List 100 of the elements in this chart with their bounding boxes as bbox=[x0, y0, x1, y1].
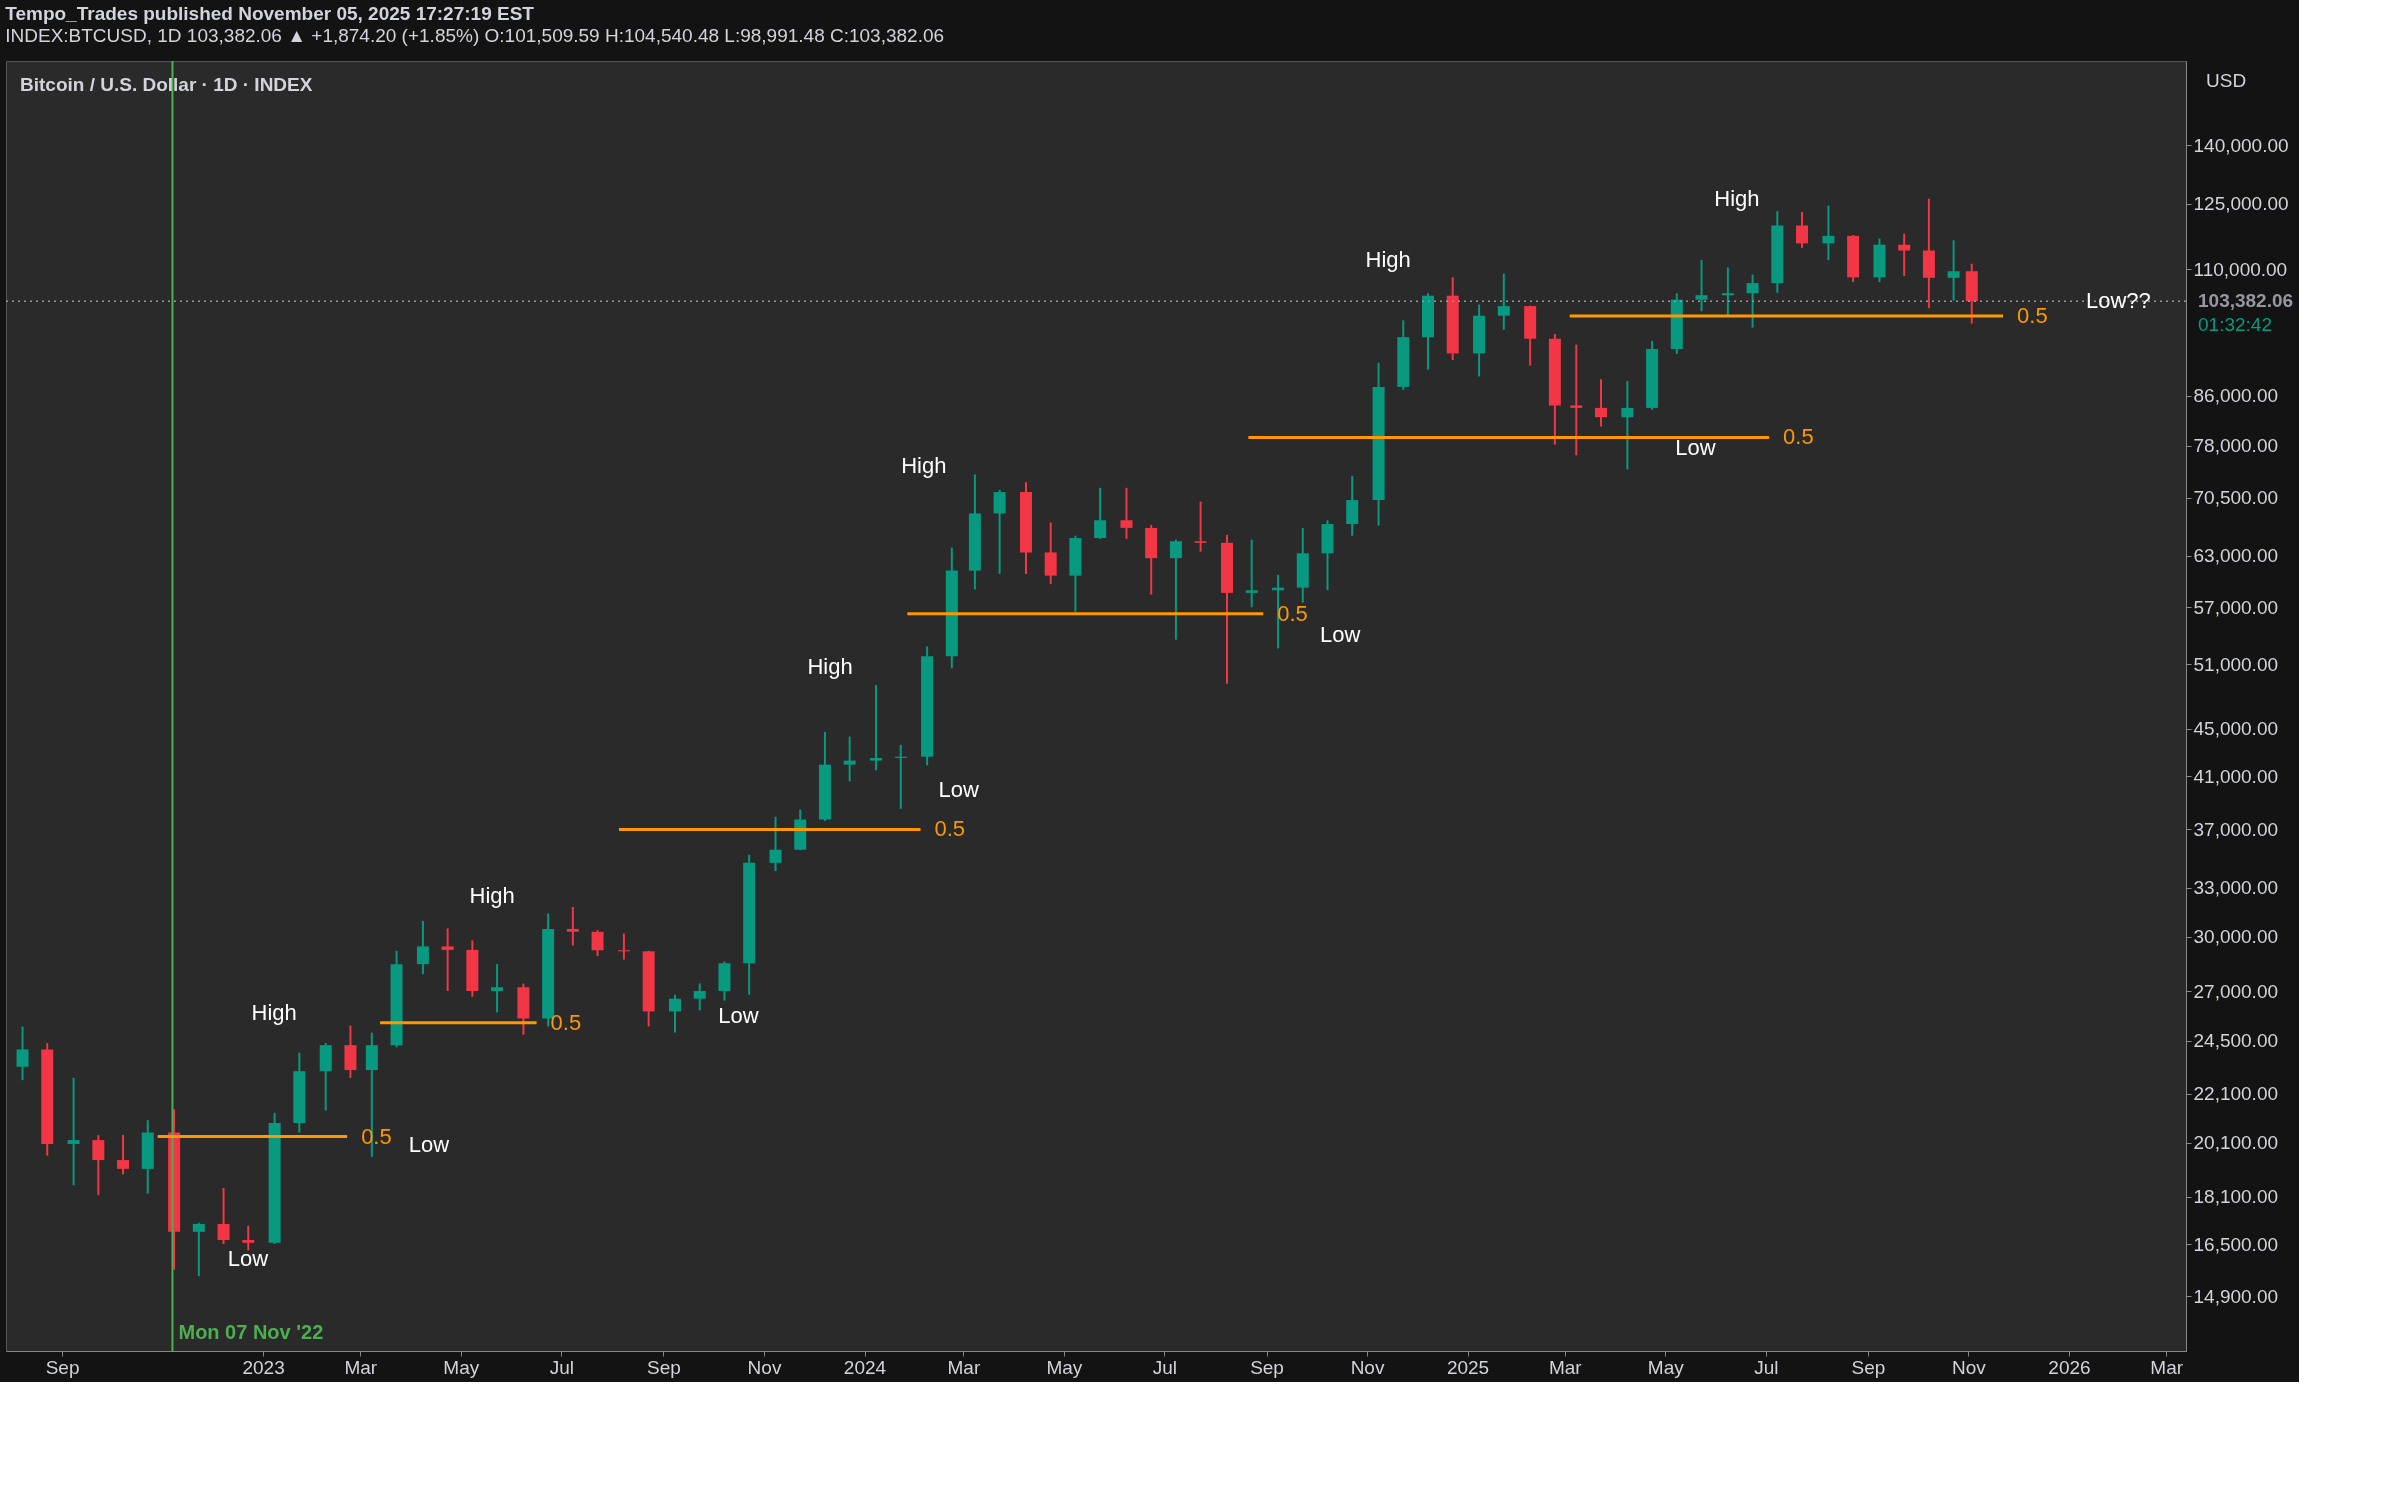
annotation: Low bbox=[718, 1002, 759, 1028]
text: USD bbox=[2206, 70, 2247, 91]
candlestick bbox=[16, 1025, 29, 1082]
candlestick bbox=[1497, 272, 1510, 331]
candlestick bbox=[1120, 486, 1133, 540]
y-tick-label: 78,000.00 bbox=[2193, 435, 2279, 457]
candlestick bbox=[1595, 378, 1608, 428]
candlestick bbox=[1194, 500, 1207, 553]
candlestick bbox=[617, 932, 630, 961]
x-tick-label: Mar bbox=[1548, 1356, 1583, 1378]
annotation: Low bbox=[227, 1246, 269, 1272]
x-tick-label: 2023 bbox=[242, 1356, 285, 1378]
x-tick-label: Mar bbox=[2150, 1356, 2184, 1378]
candlestick bbox=[1346, 474, 1359, 537]
chart-title: Tempo_Trades published November 05, 2025 17:27:19 EST bbox=[5, 3, 535, 24]
series-label: 0.5 bbox=[934, 816, 966, 842]
series-label: 0.5 bbox=[361, 1123, 392, 1149]
x-tick-label: May bbox=[1046, 1356, 1083, 1378]
ref-line-label: Mon 07 Nov '22 bbox=[178, 1321, 324, 1343]
y-tick-label: 22,100.00 bbox=[2193, 1083, 2279, 1105]
y-tick-label: 125,000.00 bbox=[2193, 193, 2289, 215]
y-tick-label: 18,100.00 bbox=[2193, 1186, 2279, 1208]
y-tick-label: 37,000.00 bbox=[2193, 818, 2279, 840]
annotation: High bbox=[807, 654, 853, 680]
candlestick bbox=[441, 927, 454, 993]
text: 01:32:42 bbox=[2198, 314, 2272, 336]
y-tick-label: 14,900.00 bbox=[2193, 1285, 2279, 1307]
candlestick bbox=[1044, 521, 1057, 586]
x-tick-label: Sep bbox=[45, 1356, 80, 1378]
annotation: Low bbox=[1319, 622, 1361, 648]
y-tick-label: 41,000.00 bbox=[2193, 765, 2279, 787]
candlestick bbox=[1695, 259, 1708, 313]
annotation: High bbox=[1365, 246, 1411, 272]
annotation: Low bbox=[1675, 435, 1716, 460]
y-tick-label: 86,000.00 bbox=[2193, 385, 2279, 407]
x-tick-label: Jul bbox=[1152, 1356, 1178, 1378]
x-tick-label: May bbox=[443, 1356, 480, 1378]
candlestick bbox=[566, 905, 579, 947]
x-tick-label: 2026 bbox=[2048, 1356, 2091, 1378]
x-tick-label: 2025 bbox=[1446, 1356, 1490, 1378]
y-tick-label: 30,000.00 bbox=[2193, 926, 2279, 948]
candlestick bbox=[1094, 486, 1107, 540]
chart-subtitle: INDEX:BTCUSD, 1D 103,382.06 ▲ +1,874.20 (+1.85%) O:101,509.59 H:104,540.48 L:98,991.48 C:103,382.06 bbox=[5, 25, 945, 46]
candlestick bbox=[1169, 538, 1182, 641]
x-tick-label: Mar bbox=[947, 1356, 981, 1378]
candlestick bbox=[843, 735, 856, 783]
candlestick bbox=[693, 982, 706, 1012]
candlestick bbox=[1947, 239, 1960, 302]
series-label: 0.5 bbox=[550, 1009, 582, 1035]
candlestick bbox=[67, 1076, 80, 1187]
candlestick bbox=[242, 1224, 255, 1252]
annotation: High bbox=[901, 453, 947, 479]
candlestick bbox=[1245, 538, 1258, 609]
candlestick bbox=[1570, 343, 1583, 457]
candlestick bbox=[416, 919, 429, 976]
candlestick bbox=[669, 993, 682, 1034]
x-tick-label: 2024 bbox=[843, 1356, 887, 1378]
y-tick-label: 110,000.00 bbox=[2193, 258, 2288, 280]
x-tick-label: May bbox=[1647, 1356, 1685, 1378]
x-tick-label: Nov bbox=[1952, 1356, 1987, 1378]
series-label: 0.5 bbox=[2017, 303, 2048, 329]
candlestick bbox=[993, 488, 1006, 575]
candlestick bbox=[1721, 266, 1734, 318]
y-tick-label: 16,500.00 bbox=[2193, 1233, 2279, 1255]
x-tick-label: Nov bbox=[747, 1356, 782, 1378]
x-tick-label: Sep bbox=[1250, 1356, 1284, 1378]
y-tick-label: 24,500.00 bbox=[2193, 1030, 2279, 1052]
y-tick-label: 45,000.00 bbox=[2193, 718, 2279, 740]
x-tick-label: Sep bbox=[647, 1356, 681, 1378]
candlestick bbox=[1621, 380, 1634, 471]
annotation: High bbox=[1714, 186, 1760, 212]
candlestick bbox=[92, 1134, 105, 1197]
y-tick-label: 51,000.00 bbox=[2193, 653, 2279, 675]
y-tick-label: 27,000.00 bbox=[2193, 980, 2279, 1002]
y-tick-label: 63,000.00 bbox=[2193, 545, 2279, 567]
annotation: Low bbox=[938, 776, 979, 802]
candlestick bbox=[769, 815, 782, 873]
y-tick-label: 20,100.00 bbox=[2193, 1132, 2279, 1154]
x-tick-label: Jul bbox=[1754, 1356, 1779, 1378]
x-tick-label: Sep bbox=[1851, 1356, 1886, 1378]
candlestick bbox=[1822, 204, 1835, 262]
ref-line-label: 103,382.06 bbox=[2198, 290, 2294, 312]
y-tick-label: 140,000.00 bbox=[2193, 134, 2289, 156]
candlestick bbox=[491, 963, 504, 1014]
annotation: Low?? bbox=[2086, 287, 2151, 313]
x-tick-label: Jul bbox=[549, 1356, 574, 1378]
series-label: 0.5 bbox=[1783, 424, 1814, 450]
candlestick bbox=[1746, 273, 1759, 329]
x-tick-label: Mar bbox=[344, 1356, 378, 1378]
y-tick-label: 70,500.00 bbox=[2193, 487, 2279, 509]
annotation: High bbox=[251, 1000, 297, 1026]
candlestick bbox=[117, 1134, 130, 1176]
candlestick bbox=[192, 1221, 205, 1278]
y-tick-label: 57,000.00 bbox=[2193, 596, 2279, 618]
candlestick bbox=[1796, 210, 1809, 249]
candlestick bbox=[1898, 232, 1911, 277]
annotation: Low bbox=[408, 1131, 450, 1157]
annotation: High bbox=[469, 882, 515, 908]
candlestick bbox=[217, 1187, 230, 1246]
series-label: 0.5 bbox=[1277, 600, 1308, 626]
